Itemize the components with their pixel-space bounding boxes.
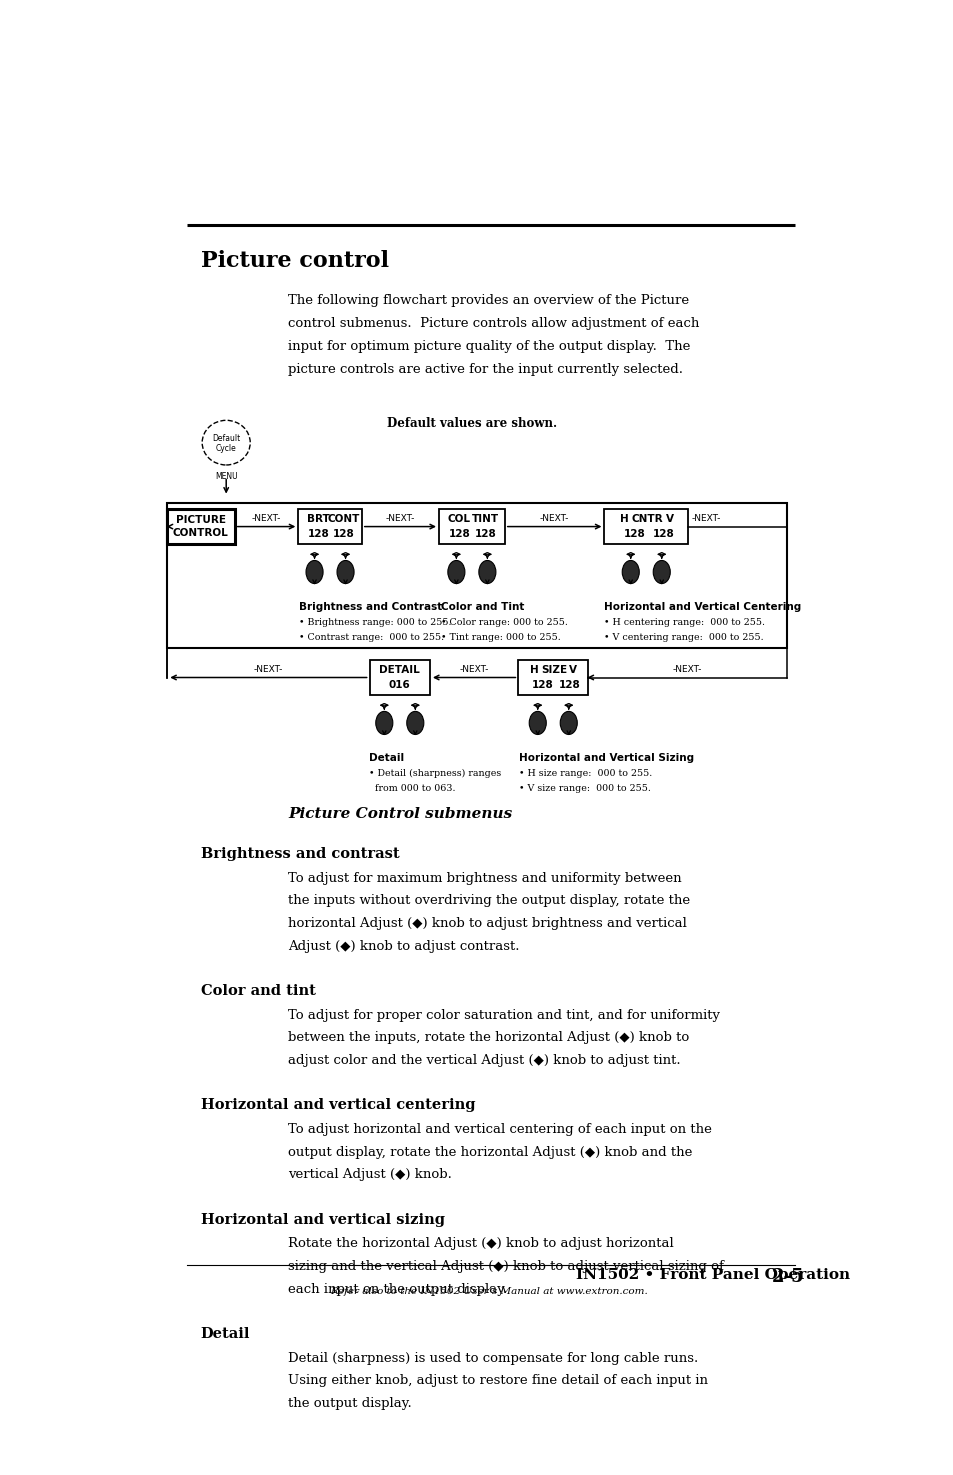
FancyBboxPatch shape: [167, 509, 234, 544]
Text: Using either knob, adjust to restore fine detail of each input in: Using either knob, adjust to restore fin…: [288, 1375, 707, 1388]
Text: input for optimum picture quality of the output display.  The: input for optimum picture quality of the…: [288, 341, 690, 353]
Ellipse shape: [529, 711, 546, 735]
Text: Default: Default: [212, 434, 240, 442]
Text: COL: COL: [448, 513, 471, 524]
Text: 128: 128: [332, 530, 354, 540]
Text: TINT: TINT: [472, 513, 498, 524]
Text: To adjust for maximum brightness and uniformity between: To adjust for maximum brightness and uni…: [288, 872, 681, 885]
Text: V: V: [569, 665, 577, 674]
Text: output display, rotate the horizontal Adjust (◆) knob and the: output display, rotate the horizontal Ad…: [288, 1146, 692, 1159]
Text: adjust color and the vertical Adjust (◆) knob to adjust tint.: adjust color and the vertical Adjust (◆)…: [288, 1055, 680, 1066]
Text: DETAIL: DETAIL: [379, 665, 419, 674]
Text: • Detail (sharpness) ranges: • Detail (sharpness) ranges: [369, 768, 500, 779]
Text: 128: 128: [558, 680, 579, 690]
FancyBboxPatch shape: [438, 509, 504, 544]
Text: 128: 128: [531, 680, 553, 690]
Text: • Color range: 000 to 255.: • Color range: 000 to 255.: [440, 618, 567, 627]
Text: 128: 128: [307, 530, 329, 540]
Text: • V size range:  000 to 255.: • V size range: 000 to 255.: [518, 783, 650, 792]
Text: 128: 128: [448, 530, 470, 540]
Text: To adjust for proper color saturation and tint, and for uniformity: To adjust for proper color saturation an…: [288, 1009, 720, 1022]
Text: horizontal Adjust (◆) knob to adjust brightness and vertical: horizontal Adjust (◆) knob to adjust bri…: [288, 917, 686, 929]
Text: from 000 to 063.: from 000 to 063.: [369, 783, 455, 792]
Ellipse shape: [375, 711, 393, 735]
Text: Brightness and contrast: Brightness and contrast: [200, 847, 399, 861]
Text: Horizontal and Vertical Sizing: Horizontal and Vertical Sizing: [518, 752, 694, 763]
Text: • H centering range:  000 to 255.: • H centering range: 000 to 255.: [604, 618, 764, 627]
Text: sizing and the vertical Adjust (◆) knob to adjust vertical sizing of: sizing and the vertical Adjust (◆) knob …: [288, 1260, 723, 1273]
Text: Picture control: Picture control: [200, 251, 388, 273]
Text: CONTROL: CONTROL: [172, 528, 229, 538]
Text: BRT: BRT: [307, 513, 330, 524]
Text: Color and Tint: Color and Tint: [440, 602, 524, 612]
Text: H: H: [530, 665, 538, 674]
Text: the inputs without overdriving the output display, rotate the: the inputs without overdriving the outpu…: [288, 894, 690, 907]
Text: -NEXT-: -NEXT-: [459, 665, 488, 674]
Text: -NEXT-: -NEXT-: [672, 665, 701, 674]
Text: PICTURE: PICTURE: [175, 515, 226, 525]
Text: Detail: Detail: [200, 1328, 250, 1341]
Text: -NEXT-: -NEXT-: [539, 513, 569, 522]
Ellipse shape: [653, 560, 670, 584]
Text: Cycle: Cycle: [215, 444, 236, 453]
Text: Color and tint: Color and tint: [200, 984, 315, 999]
Text: Horizontal and Vertical Centering: Horizontal and Vertical Centering: [604, 602, 801, 612]
Text: vertical Adjust (◆) knob.: vertical Adjust (◆) knob.: [288, 1168, 452, 1181]
Text: Horizontal and vertical sizing: Horizontal and vertical sizing: [200, 1212, 444, 1227]
Text: • Tint range: 000 to 255.: • Tint range: 000 to 255.: [440, 633, 560, 642]
Text: Picture Control submenus: Picture Control submenus: [288, 807, 512, 822]
Text: the output display.: the output display.: [288, 1397, 412, 1410]
Ellipse shape: [336, 560, 354, 584]
Ellipse shape: [559, 711, 577, 735]
Text: Brightness and Contrast: Brightness and Contrast: [298, 602, 442, 612]
Text: • Brightness range: 000 to 255.: • Brightness range: 000 to 255.: [298, 618, 451, 627]
Text: each input on the output display.: each input on the output display.: [288, 1283, 507, 1295]
Bar: [167, 503, 786, 648]
Text: -NEXT-: -NEXT-: [691, 513, 720, 522]
Text: H: H: [619, 513, 628, 524]
FancyBboxPatch shape: [369, 659, 430, 695]
Text: Refer also to the IN1502 User’s Manual at www.extron.com.: Refer also to the IN1502 User’s Manual a…: [330, 1286, 647, 1295]
Text: Default values are shown.: Default values are shown.: [386, 417, 557, 431]
Text: control submenus.  Picture controls allow adjustment of each: control submenus. Picture controls allow…: [288, 317, 699, 330]
Text: -NEXT-: -NEXT-: [252, 513, 281, 522]
Text: • V centering range:  000 to 255.: • V centering range: 000 to 255.: [604, 633, 763, 642]
Text: 128: 128: [653, 530, 674, 540]
Text: SIZE: SIZE: [541, 665, 567, 674]
Text: • Contrast range:  000 to 255.: • Contrast range: 000 to 255.: [298, 633, 444, 642]
Text: The following flowchart provides an overview of the Picture: The following flowchart provides an over…: [288, 294, 689, 307]
Text: Detail (sharpness) is used to compensate for long cable runs.: Detail (sharpness) is used to compensate…: [288, 1351, 698, 1364]
Text: Adjust (◆) knob to adjust contrast.: Adjust (◆) knob to adjust contrast.: [288, 940, 519, 953]
Text: To adjust horizontal and vertical centering of each input on the: To adjust horizontal and vertical center…: [288, 1122, 711, 1136]
Text: IN1502 • Front Panel Operation: IN1502 • Front Panel Operation: [576, 1268, 850, 1282]
Text: picture controls are active for the input currently selected.: picture controls are active for the inpu…: [288, 363, 682, 376]
Text: 128: 128: [475, 530, 497, 540]
Ellipse shape: [478, 560, 496, 584]
Text: MENU: MENU: [214, 472, 237, 481]
FancyBboxPatch shape: [298, 509, 361, 544]
Text: -NEXT-: -NEXT-: [253, 665, 283, 674]
Text: -NEXT-: -NEXT-: [385, 513, 415, 522]
Ellipse shape: [306, 560, 323, 584]
Text: Rotate the horizontal Adjust (◆) knob to adjust horizontal: Rotate the horizontal Adjust (◆) knob to…: [288, 1238, 673, 1251]
Text: between the inputs, rotate the horizontal Adjust (◆) knob to: between the inputs, rotate the horizonta…: [288, 1031, 689, 1044]
Text: 2-5: 2-5: [771, 1268, 803, 1286]
Text: • H size range:  000 to 255.: • H size range: 000 to 255.: [518, 768, 652, 779]
Text: CONT: CONT: [327, 513, 359, 524]
Ellipse shape: [447, 560, 464, 584]
Ellipse shape: [621, 560, 639, 584]
FancyBboxPatch shape: [604, 509, 687, 544]
Ellipse shape: [406, 711, 423, 735]
Text: 016: 016: [389, 680, 410, 690]
Text: Horizontal and vertical centering: Horizontal and vertical centering: [200, 1099, 475, 1112]
Text: V: V: [665, 513, 673, 524]
Text: Detail: Detail: [369, 752, 403, 763]
FancyBboxPatch shape: [517, 659, 587, 695]
Text: 128: 128: [623, 530, 645, 540]
Text: CNTR: CNTR: [631, 513, 663, 524]
